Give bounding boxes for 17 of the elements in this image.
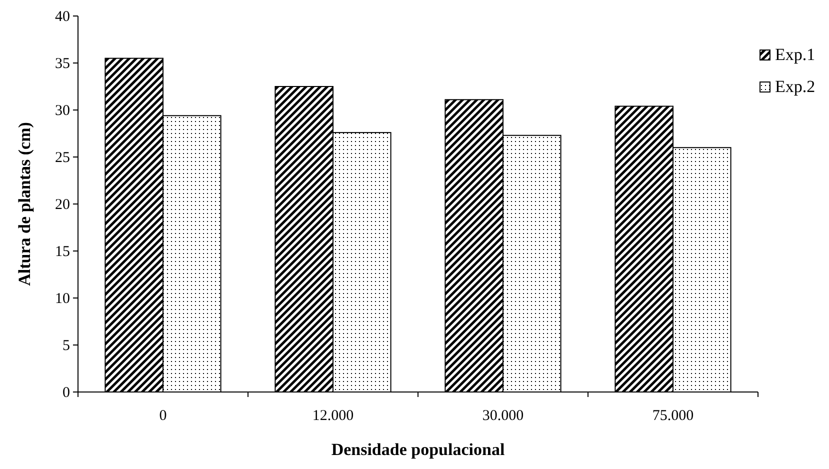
y-tick-label: 40 bbox=[55, 8, 70, 25]
x-axis-title: Densidade populacional bbox=[331, 440, 505, 459]
x-tick-label: 75.000 bbox=[652, 408, 694, 424]
y-tick-label: 35 bbox=[55, 56, 70, 72]
x-tick-label: 0 bbox=[159, 408, 167, 424]
y-tick-label: 5 bbox=[62, 338, 70, 354]
legend-label: Exp.2 bbox=[775, 77, 816, 96]
x-tick-label: 30.000 bbox=[482, 408, 524, 424]
y-tick-label: 25 bbox=[55, 150, 70, 166]
legend-label: Exp.1 bbox=[775, 45, 816, 64]
y-tick-label: 0 bbox=[62, 384, 70, 401]
y-axis-title: Altura de plantas (cm) bbox=[15, 122, 34, 286]
y-tick-label: 10 bbox=[55, 290, 70, 307]
y-tick-label: 15 bbox=[55, 244, 70, 260]
y-tick-label: 30 bbox=[55, 102, 70, 119]
y-tick-label: 20 bbox=[55, 196, 70, 213]
x-tick-label: 12.000 bbox=[312, 408, 354, 424]
